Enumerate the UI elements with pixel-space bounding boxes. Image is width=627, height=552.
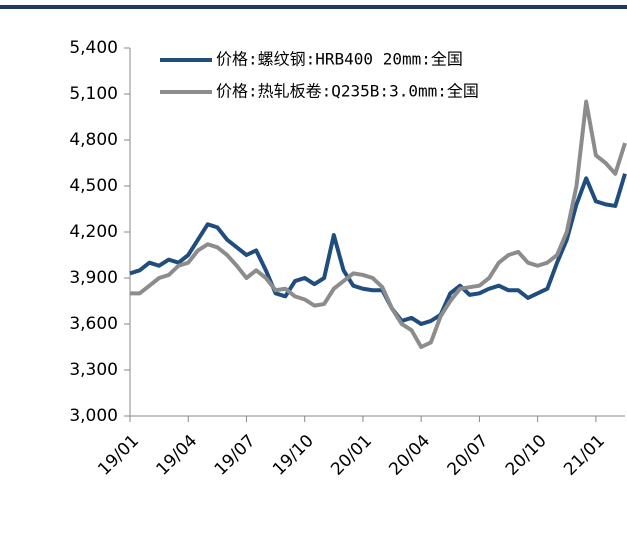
x-tick-label: 20/04 <box>385 431 434 480</box>
y-tick-label: 3,000 <box>69 406 118 426</box>
header-bar <box>0 5 627 9</box>
x-tick-label: 20/07 <box>444 431 493 480</box>
legend-label: 价格:热轧板卷:Q235B:3.0mm:全国 <box>216 82 479 101</box>
y-tick-label: 5,100 <box>69 84 118 104</box>
y-tick-label: 4,200 <box>69 222 118 242</box>
y-tick-label: 3,600 <box>69 314 118 334</box>
x-tick-label: 20/01 <box>327 431 376 480</box>
x-tick-label: 19/01 <box>94 431 143 480</box>
series-line <box>130 99 627 349</box>
series-line <box>129 173 627 326</box>
y-tick-label: 4,800 <box>69 130 118 150</box>
x-tick-label: 20/10 <box>502 431 551 480</box>
x-tick-label: 19/10 <box>269 431 318 480</box>
legend-label: 价格:螺纹钢:HRB400 20mm:全国 <box>216 50 463 69</box>
y-tick-label: 4,500 <box>69 176 118 196</box>
x-tick-label: 19/04 <box>153 431 202 480</box>
y-tick-label: 3,300 <box>69 360 118 380</box>
y-tick-label: 3,900 <box>69 268 118 288</box>
x-tick-label: 19/07 <box>211 431 260 480</box>
y-tick-label: 5,400 <box>69 38 118 58</box>
x-tick-label: 21/01 <box>560 431 609 480</box>
